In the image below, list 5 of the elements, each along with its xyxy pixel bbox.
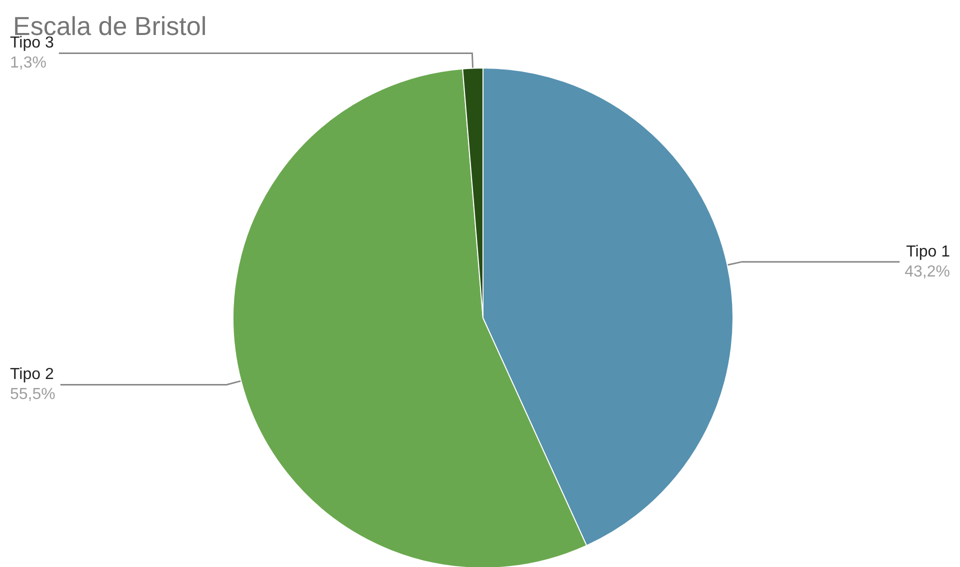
data-label: 1,3%	[10, 54, 46, 72]
slice-label: Tipo 2	[10, 366, 54, 384]
slice-label: Tipo 1	[906, 243, 950, 260]
data-label: 55,5%	[10, 386, 56, 404]
data-label: 43,2%	[904, 263, 950, 280]
